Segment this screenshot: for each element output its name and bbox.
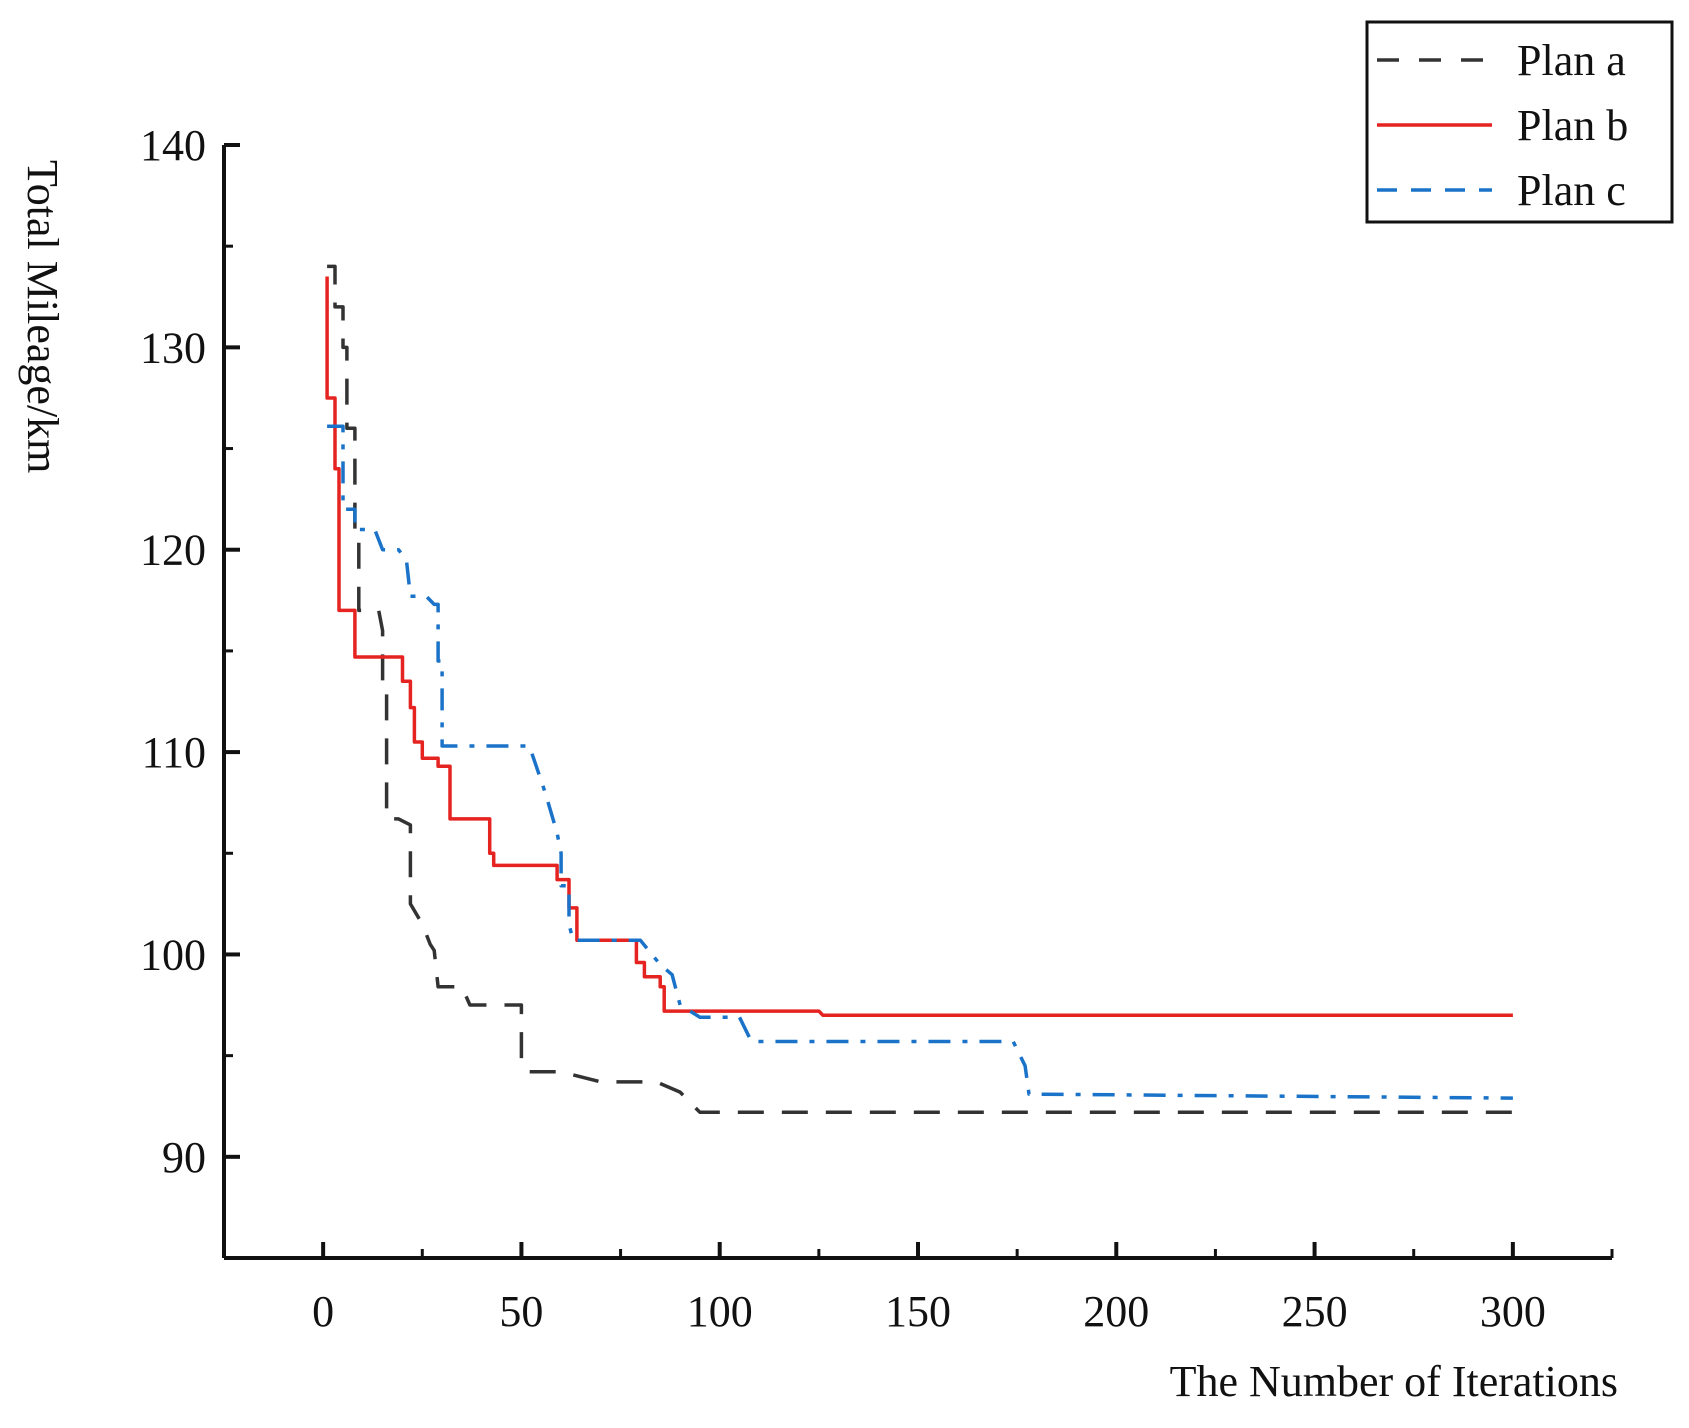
x-tick-label-250: 250: [1282, 1287, 1348, 1336]
y-tick-label-100: 100: [140, 930, 206, 979]
series-line-plan-b: [325, 276, 1513, 1017]
x-tick-label-200: 200: [1083, 1287, 1149, 1336]
x-tick-label-50: 50: [499, 1287, 543, 1336]
y-tick-label-130: 130: [140, 323, 206, 372]
legend-label-plan-a: Plan a: [1517, 36, 1626, 85]
series-line-plan-c: [327, 424, 1513, 1100]
x-ticks: 0 50 100 150 200 250 300: [222, 1242, 1614, 1336]
x-tick-label-0: 0: [312, 1287, 334, 1336]
x-tick-label-150: 150: [885, 1287, 951, 1336]
y-axis-title: Total Mileage/km: [18, 160, 67, 473]
y-tick-label-120: 120: [140, 526, 206, 575]
y-tick-label-110: 110: [142, 728, 206, 777]
y-tick-label-90: 90: [162, 1133, 206, 1182]
series-layer: [325, 264, 1513, 1115]
x-axis-title: The Number of Iterations: [1170, 1357, 1618, 1406]
legend: Plan a Plan b Plan c: [1365, 20, 1674, 224]
legend-entries: Plan a Plan b Plan c: [1377, 36, 1628, 215]
legend-label-plan-b: Plan b: [1517, 101, 1628, 150]
y-ticks: 90 100 110 120 130 140: [140, 121, 240, 1182]
y-tick-label-140: 140: [140, 121, 206, 170]
x-tick-label-300: 300: [1480, 1287, 1546, 1336]
axes: [222, 145, 1612, 1260]
x-tick-label-100: 100: [687, 1287, 753, 1336]
legend-label-plan-c: Plan c: [1517, 166, 1626, 215]
series-line-plan-a: [327, 264, 1513, 1115]
